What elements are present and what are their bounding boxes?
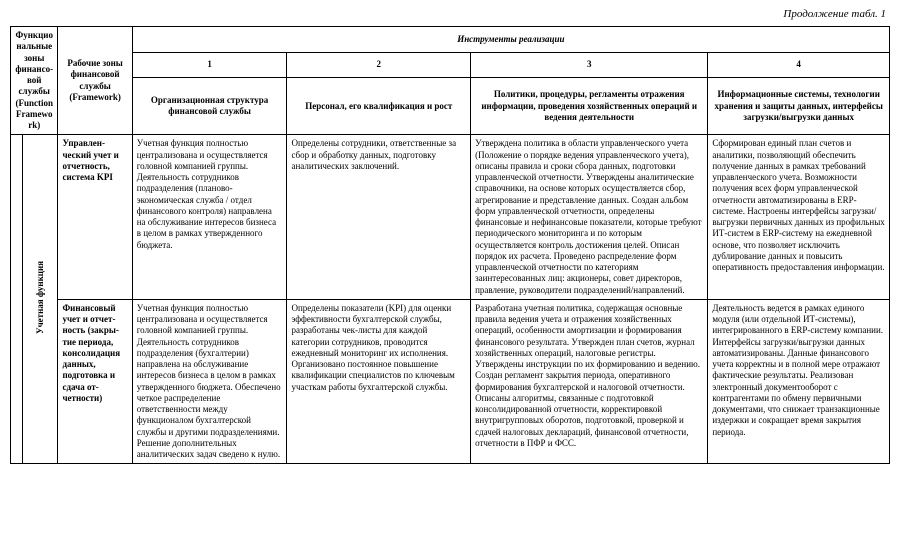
cell-org: Учетная функция полностью централизована… <box>132 299 287 464</box>
cell-personnel: Определены показатели (KPI) для оценки э… <box>287 299 471 464</box>
cell-policies: Разработана учетная политика, содержащая… <box>471 299 708 464</box>
table-caption: Продолжение табл. 1 <box>10 8 886 20</box>
header-row-2: 1 2 3 4 <box>11 52 890 78</box>
hdr-col-personnel: Персонал, его квалификация и рост <box>287 78 471 135</box>
cell-personnel: Определены сотрудники, ответственные за … <box>287 135 471 300</box>
hdr-num-1: 1 <box>132 52 287 78</box>
table-row: Учетная функция Управлен­ческий учет и о… <box>11 135 890 300</box>
cell-org: Учетная функция полностью централизована… <box>132 135 287 300</box>
work-zone-cell: Финансовый учет и отчет­ность (закры­тие… <box>58 299 132 464</box>
hdr-col-it: Информационные системы, технологии хране… <box>708 78 890 135</box>
hdr-num-3: 3 <box>471 52 708 78</box>
header-row-1: Функциональ­ные зоны финансо­вой службы … <box>11 27 890 53</box>
hdr-instruments: Инструменты реализации <box>132 27 889 53</box>
sub-function-cell: Учетная функция <box>23 135 58 464</box>
cell-it: Сформирован единый план счетов и аналити… <box>708 135 890 300</box>
cell-it: Деятельность ведется в рамках единого мо… <box>708 299 890 464</box>
page-container: Продолжение табл. 1 Функциональ­ные зоны… <box>0 0 900 474</box>
main-table: Функциональ­ные зоны финансо­вой службы … <box>10 26 890 464</box>
function-zone-cell <box>11 135 23 464</box>
hdr-num-2: 2 <box>287 52 471 78</box>
work-zone-cell: Управлен­ческий учет и отчетность, систе… <box>58 135 132 300</box>
cell-policies: Утверждена политика в области управленче… <box>471 135 708 300</box>
hdr-col-policies: Политики, процедуры, регламенты отражени… <box>471 78 708 135</box>
table-row: Финансовый учет и отчет­ность (закры­тие… <box>11 299 890 464</box>
header-row-3: Организационная структура финансовой слу… <box>11 78 890 135</box>
sub-function-label: Учетная функция <box>35 261 46 334</box>
hdr-col-org: Организационная структура финансовой слу… <box>132 78 287 135</box>
hdr-work-zones: Рабочие зоны финансовой службы (Framewor… <box>58 27 132 135</box>
hdr-num-4: 4 <box>708 52 890 78</box>
hdr-function-zones: Функциональ­ные зоны финансо­вой службы … <box>11 27 58 135</box>
